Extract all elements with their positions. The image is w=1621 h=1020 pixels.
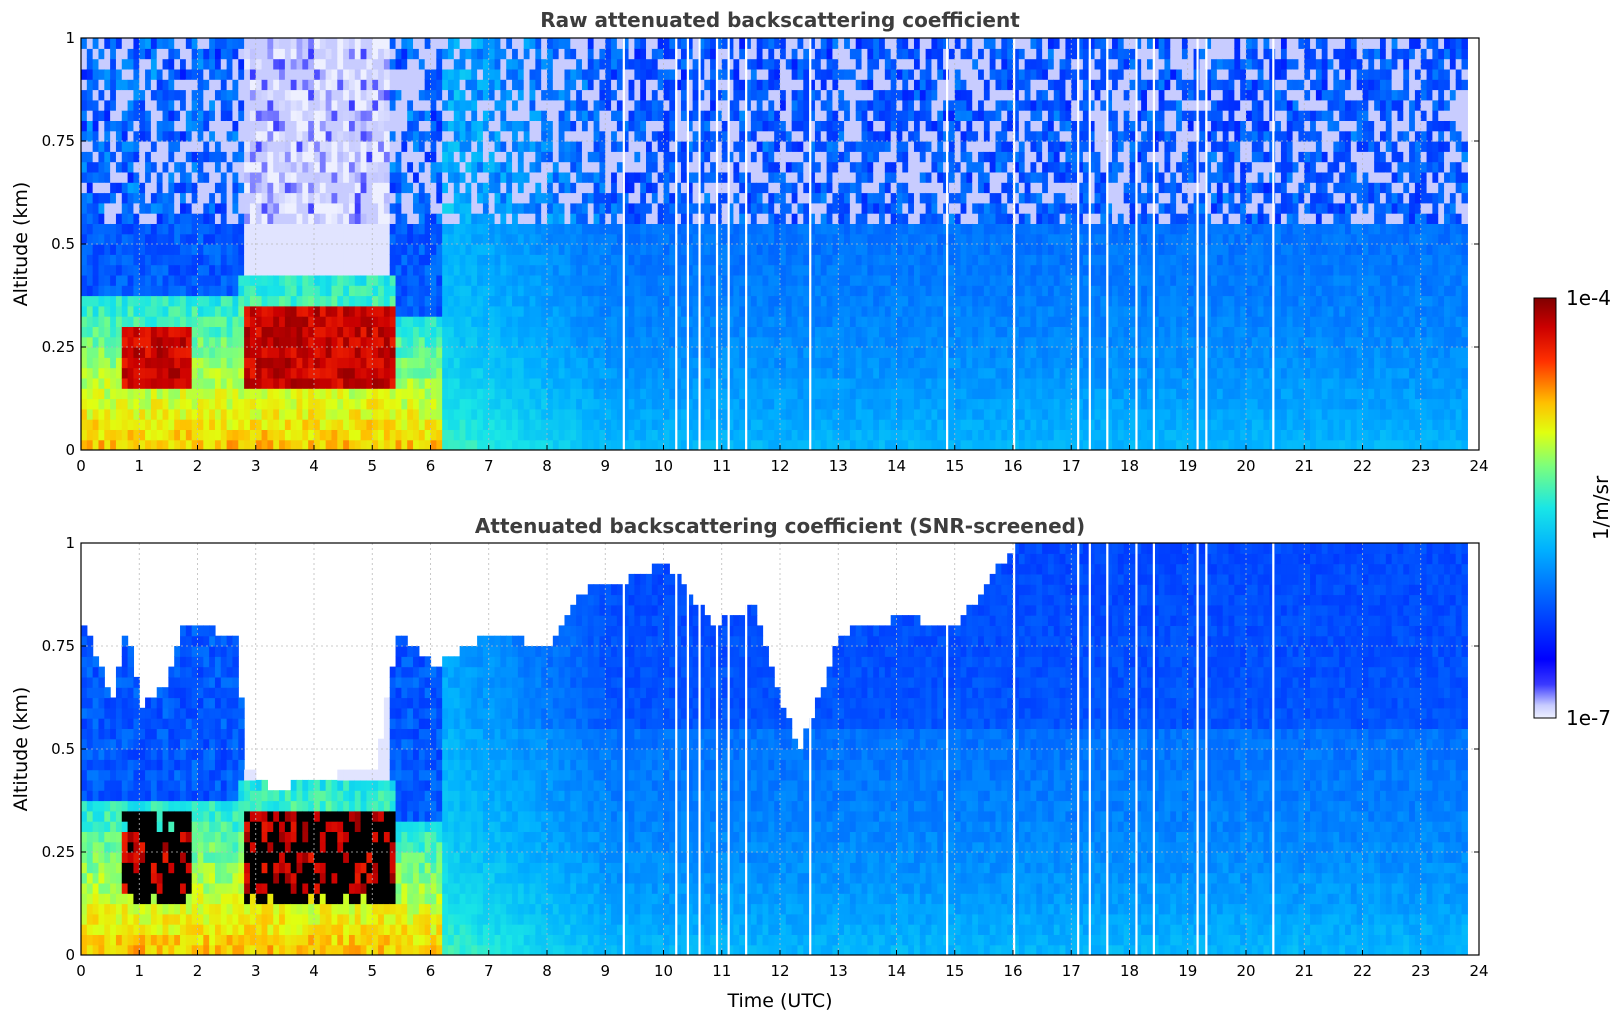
scr-x-tick-label: 7 <box>484 962 494 980</box>
raw-x-tick-label: 9 <box>600 457 610 475</box>
screened-panel-x-axis: 0 1 2 3 4 5 6 7 8 9 10 11 12 13 14 15 16 17 18 19 20 21 22 23 24 <box>76 950 1489 980</box>
colorbar: 1e-4 1e-7 1/m/sr <box>1533 286 1613 730</box>
scr-y-tick-label: 0.75 <box>42 637 75 655</box>
raw-x-tick-label: 2 <box>193 457 203 475</box>
raw-x-tick-label: 17 <box>1062 457 1081 475</box>
raw-x-tick-label: 7 <box>484 457 494 475</box>
raw-panel-title: Raw attenuated backscattering coefficien… <box>540 8 1020 32</box>
raw-x-tick-label: 18 <box>1120 457 1139 475</box>
raw-x-tick-label: 14 <box>887 457 906 475</box>
raw-y-tick-label: 0.5 <box>51 235 75 253</box>
screened-panel-y-axis: 0 0.25 0.5 0.75 1 <box>42 534 1479 964</box>
scr-x-tick-label: 5 <box>367 962 377 980</box>
raw-x-tick-label: 22 <box>1353 457 1372 475</box>
scr-x-tick-label: 6 <box>426 962 436 980</box>
scr-y-tick-label: 0.25 <box>42 843 75 861</box>
raw-x-tick-label: 19 <box>1178 457 1197 475</box>
screened-backscatter-heatmap <box>81 543 1468 955</box>
raw-y-tick-label: 1 <box>65 29 75 47</box>
raw-x-tick-label: 16 <box>1003 457 1022 475</box>
raw-x-tick-label: 3 <box>251 457 261 475</box>
scr-x-tick-label: 2 <box>193 962 203 980</box>
scr-y-tick-label: 0 <box>65 946 75 964</box>
scr-x-tick-label: 17 <box>1062 962 1081 980</box>
raw-x-tick-label: 10 <box>654 457 673 475</box>
raw-x-tick-label: 0 <box>76 457 86 475</box>
raw-x-tick-label: 21 <box>1295 457 1314 475</box>
x-axis-label: Time (UTC) <box>726 990 832 1012</box>
scr-x-tick-label: 14 <box>887 962 906 980</box>
raw-panel-y-label: Altitude (km) <box>10 182 32 307</box>
raw-x-tick-label: 8 <box>542 457 552 475</box>
raw-panel-x-axis: 0 1 2 3 4 5 6 7 8 9 10 11 12 13 14 15 16 17 18 19 20 21 22 23 24 <box>76 445 1489 475</box>
raw-x-tick-label: 12 <box>770 457 789 475</box>
colorbar-unit-label: 1/m/sr <box>1589 475 1613 540</box>
colorbar-max-label: 1e-4 <box>1566 286 1611 310</box>
scr-x-tick-label: 9 <box>600 962 610 980</box>
colorbar-gradient <box>1533 297 1557 719</box>
scr-x-tick-label: 19 <box>1178 962 1197 980</box>
raw-x-tick-label: 13 <box>829 457 848 475</box>
scr-x-tick-label: 16 <box>1003 962 1022 980</box>
screened-panel-title: Attenuated backscattering coefficient (S… <box>475 514 1085 538</box>
scr-y-tick-label: 1 <box>65 534 75 552</box>
colorbar-min-label: 1e-7 <box>1566 706 1611 730</box>
scr-x-tick-label: 10 <box>654 962 673 980</box>
scr-x-tick-label: 1 <box>134 962 144 980</box>
scr-x-tick-label: 13 <box>829 962 848 980</box>
raw-x-tick-label: 1 <box>134 457 144 475</box>
raw-y-tick-label: 0.25 <box>42 338 75 356</box>
scr-x-tick-label: 4 <box>309 962 319 980</box>
raw-x-tick-label: 23 <box>1411 457 1430 475</box>
scr-x-tick-label: 23 <box>1411 962 1430 980</box>
screened-backscatter-panel: Attenuated backscattering coefficient (S… <box>10 514 1489 1012</box>
raw-y-tick-label: 0.75 <box>42 132 75 150</box>
raw-x-tick-label: 5 <box>367 457 377 475</box>
raw-x-tick-label: 6 <box>426 457 436 475</box>
scr-x-tick-label: 15 <box>945 962 964 980</box>
scr-x-tick-label: 22 <box>1353 962 1372 980</box>
scr-x-tick-label: 21 <box>1295 962 1314 980</box>
scr-y-tick-label: 0.5 <box>51 740 75 758</box>
scr-x-tick-label: 11 <box>712 962 731 980</box>
raw-backscatter-heatmap <box>81 38 1468 450</box>
scr-x-tick-label: 12 <box>770 962 789 980</box>
raw-backscatter-panel: Raw attenuated backscattering coefficien… <box>10 8 1489 475</box>
scr-x-tick-label: 20 <box>1236 962 1255 980</box>
scr-x-tick-label: 3 <box>251 962 261 980</box>
raw-y-tick-label: 0 <box>65 441 75 459</box>
raw-panel-y-axis: 0 0.25 0.5 0.75 1 <box>42 29 1479 459</box>
scr-x-tick-label: 0 <box>76 962 86 980</box>
scr-x-tick-label: 18 <box>1120 962 1139 980</box>
scr-x-tick-label: 8 <box>542 962 552 980</box>
scr-x-tick-label: 24 <box>1469 962 1488 980</box>
raw-x-tick-label: 20 <box>1236 457 1255 475</box>
raw-x-tick-label: 11 <box>712 457 731 475</box>
raw-x-tick-label: 15 <box>945 457 964 475</box>
raw-x-tick-label: 4 <box>309 457 319 475</box>
raw-x-tick-label: 24 <box>1469 457 1488 475</box>
screened-panel-y-label: Altitude (km) <box>10 687 32 812</box>
